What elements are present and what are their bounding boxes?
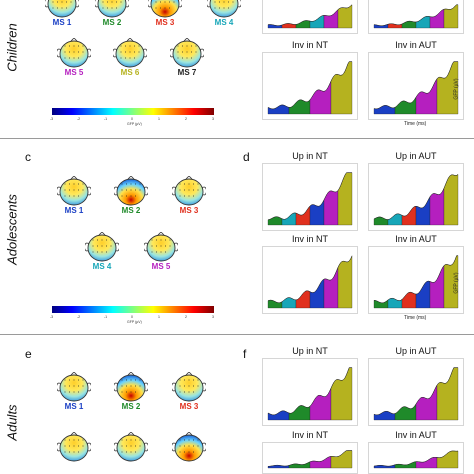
head-topography	[114, 432, 148, 462]
panel-title: Up in NT	[292, 346, 328, 356]
colorbar-tick-label: -3	[50, 315, 54, 319]
x-axis-label: Time (ms)	[404, 121, 427, 127]
gfp-chart	[368, 358, 464, 426]
panel-letter-f: f	[243, 347, 247, 361]
panel-title: Up in AUT	[395, 151, 437, 161]
colorbar-label: GFP (µV)	[127, 320, 142, 324]
colorbar-tick-label: 1	[158, 315, 160, 319]
ms-label: MS 5	[151, 262, 171, 271]
head-topography	[45, 0, 79, 18]
panel-title: Inv in NT	[291, 234, 328, 244]
gfp-chart	[262, 442, 358, 474]
panel-title: Inv in NT	[291, 40, 328, 50]
ms-label: MS 4	[214, 18, 234, 27]
gfp-chart	[262, 246, 358, 314]
colorbar-tick-label: -2	[77, 315, 81, 319]
ms-label: MS 7	[177, 68, 197, 77]
head-topography	[95, 0, 129, 18]
head-topography	[57, 38, 91, 68]
gfp-chart	[368, 246, 464, 314]
gfp-chart	[368, 163, 464, 231]
ms-label: MS 6	[120, 68, 140, 77]
gfp-chart	[262, 52, 358, 120]
colorbar-tick-label: -2	[77, 117, 81, 121]
head-topography	[172, 432, 206, 462]
ms-label: MS 1	[52, 18, 72, 27]
panel-letter-e: e	[25, 347, 32, 361]
panel-title: Inv in AUT	[395, 40, 437, 50]
panel-title: Inv in AUT	[395, 234, 437, 244]
ms-label: MS 2	[121, 402, 141, 411]
ms-label: MS 3	[155, 18, 175, 27]
head-topography	[113, 38, 147, 68]
colorbar-tick-label: 3	[212, 117, 214, 121]
panel-title: Inv in NT	[291, 430, 328, 440]
y-axis-label: GFP (µV)	[453, 272, 460, 294]
gfp-chart	[368, 442, 464, 474]
head-topography	[207, 0, 241, 18]
colorbar-tick-label: -1	[104, 117, 108, 121]
ms-label: MS 5	[64, 68, 84, 77]
head-topography	[57, 176, 91, 206]
ms-label: MS 1	[64, 206, 84, 215]
section-label-children: Children	[4, 23, 20, 72]
x-axis-label: Time (ms)	[404, 315, 427, 321]
head-topography	[144, 232, 178, 262]
ms-label: MS 1	[64, 402, 84, 411]
colorbar-tick-label: 2	[185, 315, 187, 319]
head-topography	[114, 372, 148, 402]
colorbar-adolescents	[52, 306, 214, 313]
gfp-chart	[368, 0, 464, 34]
panel-title: Inv in AUT	[395, 430, 437, 440]
panel-title: Up in NT	[292, 151, 328, 161]
colorbar-children	[52, 108, 214, 115]
head-topography	[172, 372, 206, 402]
head-topography	[148, 0, 182, 18]
panel-title: Up in AUT	[395, 346, 437, 356]
head-topography	[85, 232, 119, 262]
head-topography	[114, 176, 148, 206]
gfp-chart	[262, 358, 358, 426]
gfp-chart	[368, 52, 464, 120]
section-divider-2	[0, 334, 474, 335]
ms-label: MS 2	[121, 206, 141, 215]
colorbar-tick-label: 2	[185, 117, 187, 121]
colorbar-label: GFP (µV)	[127, 122, 142, 126]
panel-letter-d: d	[243, 150, 250, 164]
gfp-chart	[262, 0, 358, 34]
section-label-adults: Adults	[4, 404, 20, 441]
colorbar-tick-label: 3	[212, 315, 214, 319]
ms-label: MS 3	[179, 206, 199, 215]
ms-label: MS 3	[179, 402, 199, 411]
section-label-adolescents: Adolescents	[4, 194, 20, 265]
head-topography	[170, 38, 204, 68]
gfp-chart	[262, 163, 358, 231]
colorbar-tick-label: 0	[131, 315, 133, 319]
section-divider-1	[0, 138, 474, 139]
colorbar-tick-label: 1	[158, 117, 160, 121]
ms-label: MS 2	[102, 18, 122, 27]
ms-label: MS 4	[92, 262, 112, 271]
colorbar-tick-label: -3	[50, 117, 54, 121]
head-topography	[172, 176, 206, 206]
panel-letter-c: c	[25, 150, 31, 164]
head-topography	[57, 372, 91, 402]
colorbar-tick-label: -1	[104, 315, 108, 319]
colorbar-tick-label: 0	[131, 117, 133, 121]
head-topography	[57, 432, 91, 462]
y-axis-label: GFP (µV)	[453, 78, 460, 100]
